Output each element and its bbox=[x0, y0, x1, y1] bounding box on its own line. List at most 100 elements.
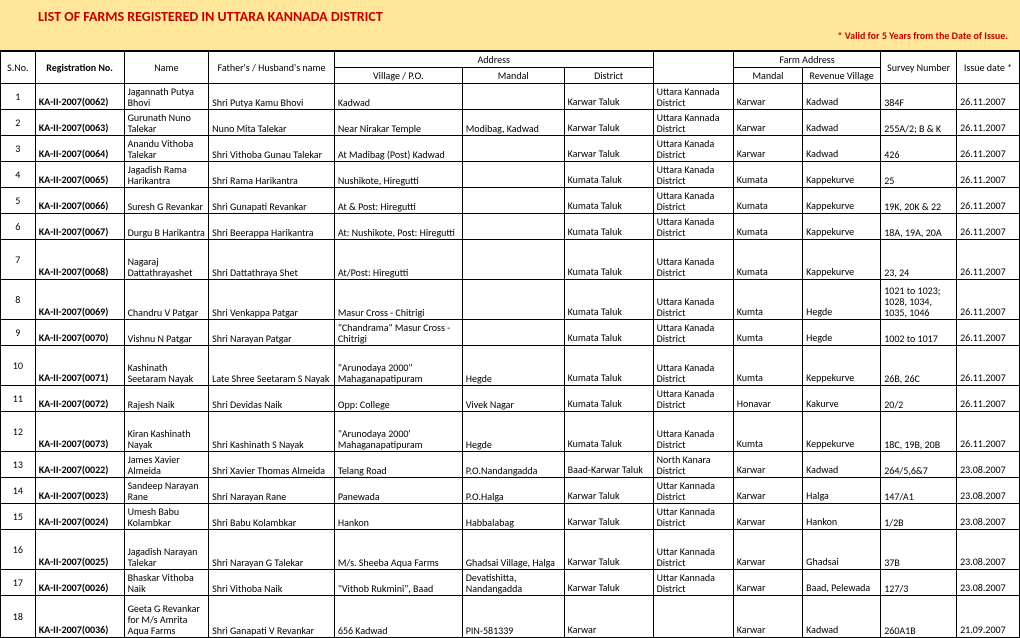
cell-reg: KA-II-2007(0073) bbox=[35, 412, 124, 452]
cell-sno: 7 bbox=[1, 240, 36, 280]
cell-issue: 26.11.2007 bbox=[957, 412, 1020, 452]
cell-sno: 15 bbox=[1, 504, 36, 530]
cell-district: Kumata Taluk bbox=[564, 412, 653, 452]
cell-father: Late Shree Seetaram S Nayak bbox=[209, 346, 335, 386]
cell-district: Karwar Taluk bbox=[564, 110, 653, 136]
cell-survey: 25 bbox=[881, 162, 957, 188]
header-farm-address: Farm Address bbox=[733, 52, 880, 68]
cell-issue: 23.08.2007 bbox=[957, 452, 1020, 478]
cell-village: "Arunodaya 2000" Mahaganapatipuram bbox=[334, 346, 462, 386]
cell-farm-district: Uttara Kanada District bbox=[653, 320, 733, 346]
cell-farm-mandal: Kumta bbox=[733, 412, 802, 452]
header-address: Address bbox=[334, 52, 653, 68]
cell-district: Karwar Taluk bbox=[564, 530, 653, 570]
table-row: 15KA-II-2007(0024)Umesh Babu KolambkarSh… bbox=[1, 504, 1020, 530]
cell-rev-village: Kadwad bbox=[803, 84, 881, 110]
cell-district: Kumata Taluk bbox=[564, 320, 653, 346]
header-blank bbox=[653, 52, 733, 84]
cell-farm-district: North Kanara District bbox=[653, 452, 733, 478]
table-row: 8KA-II-2007(0069)Chandru V PatgarShri Ve… bbox=[1, 280, 1020, 320]
cell-survey: 147/A1 bbox=[881, 478, 957, 504]
cell-district: Kumata Taluk bbox=[564, 214, 653, 240]
table-row: 11KA-II-2007(0072)Rajesh NaikShri Devida… bbox=[1, 386, 1020, 412]
cell-name: Gurunath Nuno Talekar bbox=[124, 110, 209, 136]
header-sno: S.No. bbox=[1, 52, 36, 84]
cell-father: Shri Vithoba Naik bbox=[209, 570, 335, 596]
cell-name: Rajesh Naik bbox=[124, 386, 209, 412]
cell-rev-village: Halga bbox=[803, 478, 881, 504]
validity-note: * Valid for 5 Years from the Date of Iss… bbox=[0, 27, 1020, 44]
header-name: Name bbox=[124, 52, 209, 84]
cell-mandal: Hegde bbox=[462, 412, 564, 452]
cell-reg: KA-II-2007(0026) bbox=[35, 570, 124, 596]
cell-reg: KA-II-2007(0025) bbox=[35, 530, 124, 570]
cell-reg: KA-II-2007(0070) bbox=[35, 320, 124, 346]
cell-mandal: Ghadsai Village, Halga bbox=[462, 530, 564, 570]
table-row: 18KA-II-2007(0036)Geeta G Revankar for M… bbox=[1, 596, 1020, 638]
cell-rev-village: Kadwad bbox=[803, 452, 881, 478]
cell-reg: KA-II-2007(0064) bbox=[35, 136, 124, 162]
cell-name: Vishnu N Patgar bbox=[124, 320, 209, 346]
cell-rev-village: Keppekurve bbox=[803, 412, 881, 452]
cell-issue: 26.11.2007 bbox=[957, 386, 1020, 412]
table-row: 13KA-II-2007(0022)James Xavier AlmeidaSh… bbox=[1, 452, 1020, 478]
cell-survey: 127/3 bbox=[881, 570, 957, 596]
cell-district: Kumata Taluk bbox=[564, 240, 653, 280]
cell-farm-mandal: Karwar bbox=[733, 478, 802, 504]
cell-reg: KA-II-2007(0022) bbox=[35, 452, 124, 478]
cell-survey: 260A1B bbox=[881, 596, 957, 638]
cell-mandal: Vivek Nagar bbox=[462, 386, 564, 412]
cell-father: Shri Gunapati Revankar bbox=[209, 188, 335, 214]
cell-mandal bbox=[462, 84, 564, 110]
cell-farm-district: Uttara Kannada District bbox=[653, 84, 733, 110]
cell-survey: 426 bbox=[881, 136, 957, 162]
cell-survey: 26B, 26C bbox=[881, 346, 957, 386]
cell-sno: 18 bbox=[1, 596, 36, 638]
cell-father: Shri Rama Harikantra bbox=[209, 162, 335, 188]
cell-village: Near Nirakar Temple bbox=[334, 110, 462, 136]
cell-reg: KA-II-2007(0067) bbox=[35, 214, 124, 240]
cell-reg: KA-II-2007(0069) bbox=[35, 280, 124, 320]
cell-father: Shri Devidas Naik bbox=[209, 386, 335, 412]
cell-issue: 23.08.2007 bbox=[957, 570, 1020, 596]
cell-mandal: PIN-581339 bbox=[462, 596, 564, 638]
cell-farm-mandal: Karwar bbox=[733, 452, 802, 478]
header-mandal: Mandal bbox=[462, 68, 564, 84]
cell-district: Karwar Taluk bbox=[564, 136, 653, 162]
cell-reg: KA-II-2007(0071) bbox=[35, 346, 124, 386]
cell-district: Karwar Taluk bbox=[564, 504, 653, 530]
header-issue: Issue date * bbox=[957, 52, 1020, 84]
table-row: 6KA-II-2007(0067)Durgu B HarikantraShri … bbox=[1, 214, 1020, 240]
cell-mandal bbox=[462, 280, 564, 320]
table-row: 4KA-II-2007(0065)Jagadish Rama Harikantr… bbox=[1, 162, 1020, 188]
cell-rev-village: Keppekurve bbox=[803, 346, 881, 386]
table-row: 5KA-II-2007(0066)Suresh G RevankarShri G… bbox=[1, 188, 1020, 214]
cell-father: Shri Venkappa Patgar bbox=[209, 280, 335, 320]
cell-village: Masur Cross - Chitrigi bbox=[334, 280, 462, 320]
cell-village: Nushikote, Hiregutti bbox=[334, 162, 462, 188]
cell-name: Chandru V Patgar bbox=[124, 280, 209, 320]
cell-father: Nuno Mita Talekar bbox=[209, 110, 335, 136]
cell-name: Umesh Babu Kolambkar bbox=[124, 504, 209, 530]
cell-issue: 26.11.2007 bbox=[957, 84, 1020, 110]
cell-sno: 6 bbox=[1, 214, 36, 240]
cell-reg: KA-II-2007(0063) bbox=[35, 110, 124, 136]
header-village: Village / P.O. bbox=[334, 68, 462, 84]
cell-district: Kumata Taluk bbox=[564, 386, 653, 412]
cell-rev-village: Kappekurve bbox=[803, 214, 881, 240]
cell-farm-mandal: Honavar bbox=[733, 386, 802, 412]
cell-farm-mandal: Kumata bbox=[733, 162, 802, 188]
table-row: 16KA-II-2007(0025)Jagadish Narayan Talek… bbox=[1, 530, 1020, 570]
cell-farm-district: Uttara Kanada District bbox=[653, 188, 733, 214]
cell-farm-district: Uttar Kannada District bbox=[653, 504, 733, 530]
farms-table: S.No. Registration No. Name Father's / H… bbox=[0, 51, 1020, 638]
cell-farm-mandal: Kumta bbox=[733, 280, 802, 320]
cell-sno: 1 bbox=[1, 84, 36, 110]
cell-district: Kumata Taluk bbox=[564, 280, 653, 320]
cell-father: Shri Narayan Rane bbox=[209, 478, 335, 504]
cell-issue: 26.11.2007 bbox=[957, 162, 1020, 188]
cell-survey: 18A, 19A, 20A bbox=[881, 214, 957, 240]
cell-issue: 23.08.2007 bbox=[957, 530, 1020, 570]
cell-rev-village: Baad, Pelewada bbox=[803, 570, 881, 596]
page: LIST OF FARMS REGISTERED IN UTTARA KANNA… bbox=[0, 0, 1020, 638]
